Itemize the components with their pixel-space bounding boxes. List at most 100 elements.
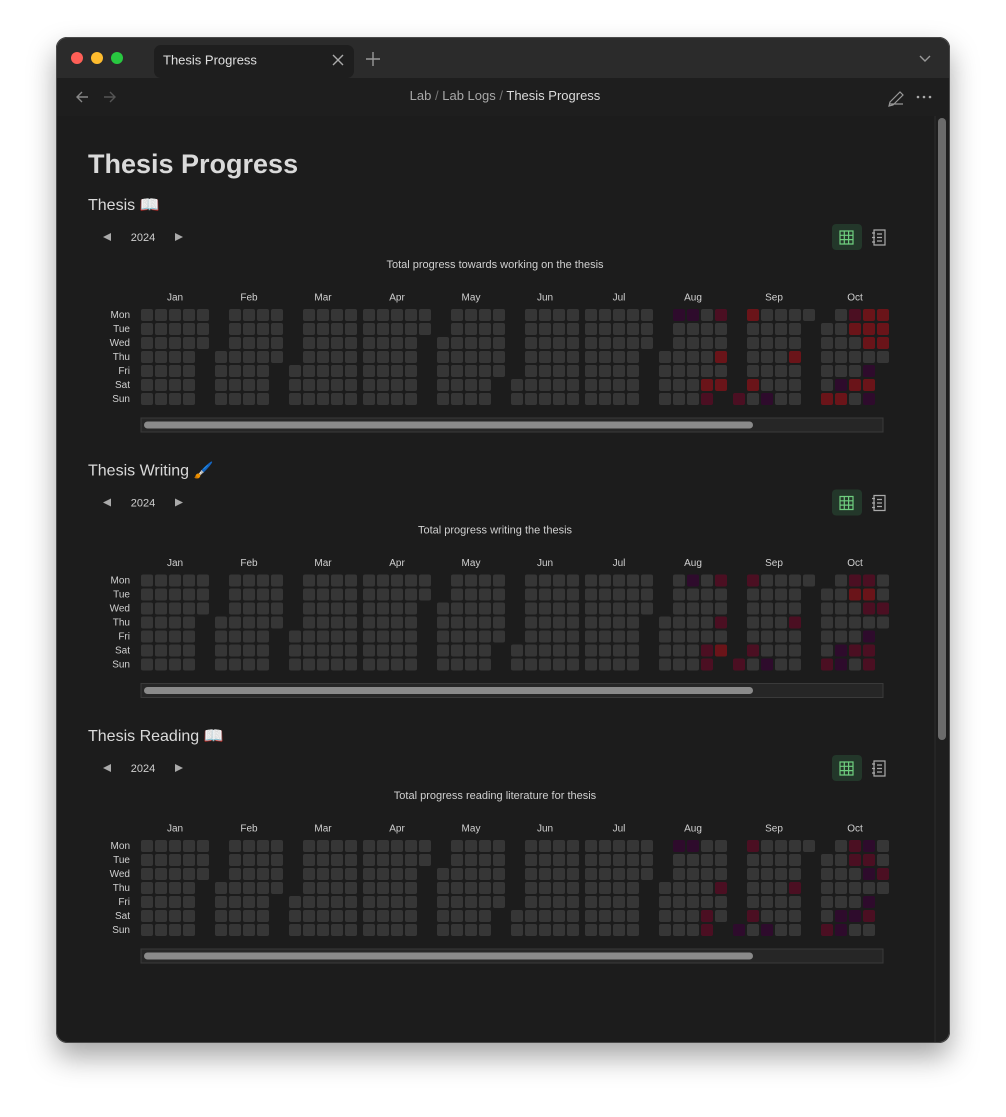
day-cell[interactable] (465, 574, 477, 587)
day-cell[interactable] (599, 309, 611, 321)
day-cell[interactable] (761, 854, 773, 866)
day-cell[interactable] (303, 854, 315, 866)
day-cell[interactable] (613, 658, 625, 671)
day-cell[interactable] (289, 630, 301, 643)
day-cell[interactable] (789, 854, 801, 866)
day-cell[interactable] (599, 323, 611, 335)
day-cell[interactable] (525, 379, 537, 391)
list-view-button[interactable] (872, 494, 886, 512)
day-cell[interactable] (687, 337, 699, 349)
day-cell[interactable] (511, 393, 523, 405)
day-cell[interactable] (775, 868, 787, 880)
day-cell[interactable] (863, 602, 875, 615)
day-cell[interactable] (363, 658, 375, 671)
day-cell[interactable] (331, 588, 343, 601)
day-cell[interactable] (789, 924, 801, 936)
day-cell[interactable] (377, 854, 389, 866)
day-cell[interactable] (835, 910, 847, 922)
day-cell[interactable] (599, 630, 611, 643)
day-cell[interactable] (405, 602, 417, 615)
day-cell[interactable] (789, 393, 801, 405)
day-cell[interactable] (377, 644, 389, 657)
day-cell[interactable] (687, 351, 699, 363)
day-cell[interactable] (363, 882, 375, 894)
day-cell[interactable] (789, 309, 801, 321)
day-cell[interactable] (215, 658, 227, 671)
day-cell[interactable] (141, 365, 153, 377)
day-cell[interactable] (465, 616, 477, 629)
day-cell[interactable] (567, 658, 579, 671)
day-cell[interactable] (331, 882, 343, 894)
day-cell[interactable] (183, 868, 195, 880)
day-cell[interactable] (271, 323, 283, 335)
day-cell[interactable] (701, 924, 713, 936)
day-cell[interactable] (613, 868, 625, 880)
day-cell[interactable] (155, 574, 167, 587)
day-cell[interactable] (627, 868, 639, 880)
day-cell[interactable] (627, 854, 639, 866)
day-cell[interactable] (761, 393, 773, 405)
day-cell[interactable] (419, 840, 431, 852)
day-cell[interactable] (331, 924, 343, 936)
day-cell[interactable] (331, 393, 343, 405)
list-view-button[interactable] (872, 229, 886, 246)
day-cell[interactable] (789, 658, 801, 671)
day-cell[interactable] (331, 616, 343, 629)
day-cell[interactable] (803, 840, 815, 852)
day-cell[interactable] (553, 840, 565, 852)
day-cell[interactable] (303, 616, 315, 629)
day-cell[interactable] (289, 365, 301, 377)
day-cell[interactable] (331, 910, 343, 922)
day-cell[interactable] (345, 323, 357, 335)
day-cell[interactable] (761, 896, 773, 908)
day-cell[interactable] (345, 616, 357, 629)
day-cell[interactable] (613, 840, 625, 852)
day-cell[interactable] (701, 854, 713, 866)
day-cell[interactable] (789, 896, 801, 908)
day-cell[interactable] (641, 602, 653, 615)
day-cell[interactable] (715, 868, 727, 880)
day-cell[interactable] (539, 379, 551, 391)
day-cell[interactable] (197, 868, 209, 880)
day-cell[interactable] (345, 393, 357, 405)
next-year[interactable] (175, 233, 183, 241)
day-cell[interactable] (849, 351, 861, 363)
day-cell[interactable] (215, 924, 227, 936)
day-cell[interactable] (835, 854, 847, 866)
day-cell[interactable] (715, 840, 727, 852)
day-cell[interactable] (257, 630, 269, 643)
day-cell[interactable] (849, 309, 861, 321)
day-cell[interactable] (169, 309, 181, 321)
day-cell[interactable] (821, 379, 833, 391)
day-cell[interactable] (567, 602, 579, 615)
day-cell[interactable] (747, 309, 759, 321)
day-cell[interactable] (229, 574, 241, 587)
day-cell[interactable] (493, 616, 505, 629)
day-cell[interactable] (687, 574, 699, 587)
day-cell[interactable] (567, 393, 579, 405)
day-cell[interactable] (437, 393, 449, 405)
day-cell[interactable] (391, 337, 403, 349)
day-cell[interactable] (849, 337, 861, 349)
day-cell[interactable] (511, 910, 523, 922)
day-cell[interactable] (687, 616, 699, 629)
day-cell[interactable] (391, 910, 403, 922)
day-cell[interactable] (627, 644, 639, 657)
day-cell[interactable] (257, 365, 269, 377)
day-cell[interactable] (377, 924, 389, 936)
day-cell[interactable] (437, 644, 449, 657)
day-cell[interactable] (599, 379, 611, 391)
day-cell[interactable] (169, 351, 181, 363)
day-cell[interactable] (599, 868, 611, 880)
day-cell[interactable] (243, 910, 255, 922)
day-cell[interactable] (761, 616, 773, 629)
day-cell[interactable] (613, 379, 625, 391)
day-cell[interactable] (701, 910, 713, 922)
day-cell[interactable] (627, 602, 639, 615)
day-cell[interactable] (243, 896, 255, 908)
day-cell[interactable] (701, 323, 713, 335)
day-cell[interactable] (687, 309, 699, 321)
day-cell[interactable] (331, 309, 343, 321)
day-cell[interactable] (345, 630, 357, 643)
day-cell[interactable] (835, 616, 847, 629)
